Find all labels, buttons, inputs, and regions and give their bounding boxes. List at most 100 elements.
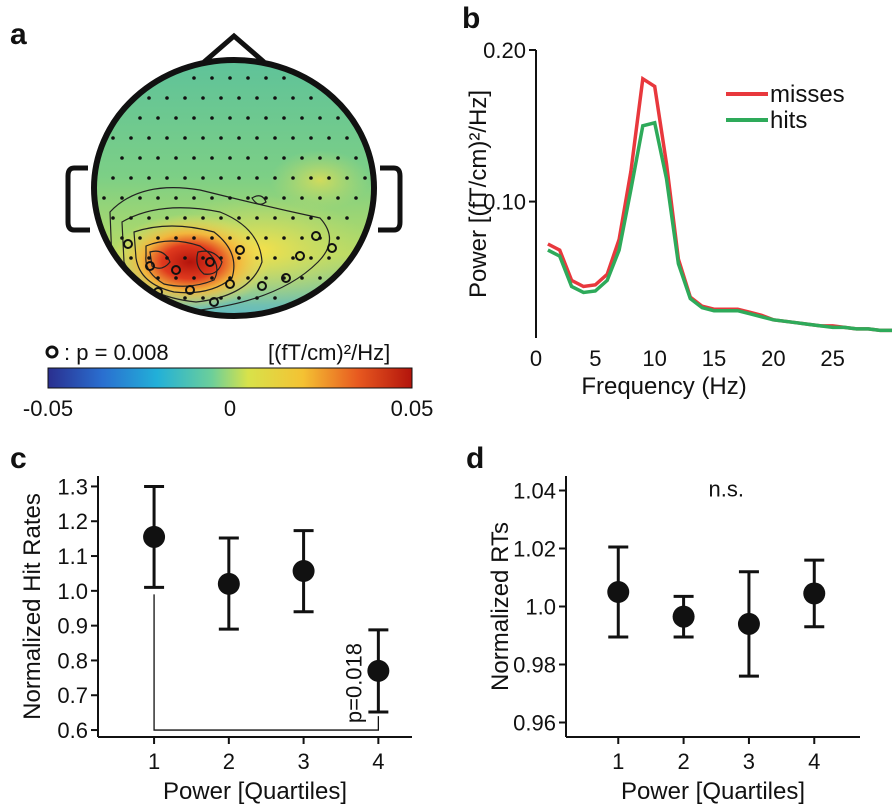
sensor-dot bbox=[336, 196, 340, 200]
contour-3 bbox=[133, 225, 235, 294]
sensor-dot bbox=[165, 256, 169, 260]
sensor-dot bbox=[156, 196, 160, 200]
sensor-dot bbox=[237, 256, 241, 260]
x-tick-label: 4 bbox=[372, 749, 384, 774]
sensor-dot bbox=[246, 236, 250, 240]
sensor-dot bbox=[309, 176, 313, 180]
sensor-dot bbox=[228, 76, 232, 80]
sensor-dot bbox=[156, 276, 160, 280]
sensor-dot bbox=[291, 216, 295, 220]
x-tick-label: 5 bbox=[589, 346, 601, 371]
significant-sensor bbox=[257, 281, 267, 291]
panel-label-a: a bbox=[10, 18, 27, 51]
sensor-dot bbox=[264, 236, 268, 240]
sensor-dot bbox=[156, 156, 160, 160]
sensor-dot bbox=[282, 196, 286, 200]
sensor-dot bbox=[291, 176, 295, 180]
sensor-dot bbox=[255, 96, 259, 100]
sensor-dot bbox=[201, 256, 205, 260]
sensor-dot bbox=[201, 216, 205, 220]
sensor-dot bbox=[309, 136, 313, 140]
legend-label-misses: misses bbox=[770, 81, 845, 108]
sensor-dot bbox=[255, 256, 259, 260]
head-outline bbox=[91, 57, 377, 319]
sensor-dot bbox=[174, 156, 178, 160]
sensor-dot bbox=[228, 236, 232, 240]
sensor-dot bbox=[246, 276, 250, 280]
sensor-dot bbox=[309, 256, 313, 260]
sensor-dot bbox=[120, 196, 124, 200]
sensor-dot bbox=[282, 76, 286, 80]
sensor-dot bbox=[165, 216, 169, 220]
sensor-dot bbox=[102, 196, 106, 200]
sensor-dot bbox=[129, 176, 133, 180]
sensor-dot bbox=[156, 116, 160, 120]
topography-map bbox=[65, 32, 403, 319]
significant-sensor bbox=[171, 265, 181, 275]
significance-bracket bbox=[153, 594, 380, 731]
significant-sensor bbox=[225, 279, 235, 289]
sensor-dot bbox=[336, 156, 340, 160]
sensor-dot bbox=[183, 176, 187, 180]
sensor-dot bbox=[201, 96, 205, 100]
sensor-dot bbox=[345, 176, 349, 180]
significant-sensor bbox=[235, 245, 245, 255]
sensor-dot bbox=[282, 156, 286, 160]
sensor-dot bbox=[165, 176, 169, 180]
sensor-dot bbox=[201, 176, 205, 180]
sensor-dot bbox=[354, 156, 358, 160]
sensor-dot bbox=[138, 156, 142, 160]
sensor-dot bbox=[228, 156, 232, 160]
series-line-hits bbox=[547, 120, 892, 333]
sensor-dot bbox=[354, 196, 358, 200]
sensor-dot bbox=[336, 236, 340, 240]
sensor-dot bbox=[147, 136, 151, 140]
y-tick-label: 1.04 bbox=[513, 479, 556, 504]
sensor-dot bbox=[345, 216, 349, 220]
sensor-dot bbox=[120, 236, 124, 240]
sensor-dot bbox=[192, 236, 196, 240]
nose bbox=[202, 32, 266, 64]
x-tick-label: 0 bbox=[530, 346, 542, 371]
significant-sensor bbox=[205, 257, 215, 267]
significance-annotation: p=0.018 bbox=[341, 643, 366, 723]
sensor-dot bbox=[156, 236, 160, 240]
x-tick-label: 2 bbox=[223, 749, 235, 774]
x-tick-label: 4 bbox=[808, 749, 820, 774]
sensor-dot bbox=[183, 136, 187, 140]
sensor-dot bbox=[219, 296, 223, 300]
sensor-dot bbox=[183, 216, 187, 220]
sensor-dot bbox=[318, 116, 322, 120]
sensor-dot bbox=[255, 176, 259, 180]
sensor-dot bbox=[273, 136, 277, 140]
significance-marker-icon bbox=[45, 345, 59, 359]
sensor-dot bbox=[300, 236, 304, 240]
sensor-dot bbox=[147, 96, 151, 100]
x-tick-label: 2 bbox=[677, 749, 689, 774]
significant-sensor bbox=[185, 285, 195, 295]
sensor-dot bbox=[219, 216, 223, 220]
sensor-dot bbox=[120, 156, 124, 160]
sensor-dot bbox=[111, 216, 115, 220]
sensor-dot bbox=[210, 116, 214, 120]
significant-sensor bbox=[327, 243, 337, 253]
sensor-dot bbox=[111, 176, 115, 180]
sensor-dot bbox=[210, 236, 214, 240]
data-point bbox=[292, 560, 315, 583]
sensor-dot bbox=[210, 76, 214, 80]
sensor-dot bbox=[183, 256, 187, 260]
sensor-dot bbox=[255, 136, 259, 140]
x-tick-label: 15 bbox=[702, 346, 726, 371]
x-tick-label: 25 bbox=[820, 346, 844, 371]
sensor-dot bbox=[264, 76, 268, 80]
sensor-dot bbox=[174, 116, 178, 120]
sensor-dot bbox=[327, 136, 331, 140]
y-tick-label: 1.1 bbox=[57, 544, 88, 569]
sensor-dot bbox=[255, 296, 259, 300]
y-tick-label: 1.3 bbox=[57, 474, 88, 499]
sensor-dot bbox=[219, 96, 223, 100]
sensor-dot bbox=[192, 196, 196, 200]
ns-annotation: n.s. bbox=[709, 476, 744, 501]
y-tick-label: 1.0 bbox=[57, 579, 88, 604]
